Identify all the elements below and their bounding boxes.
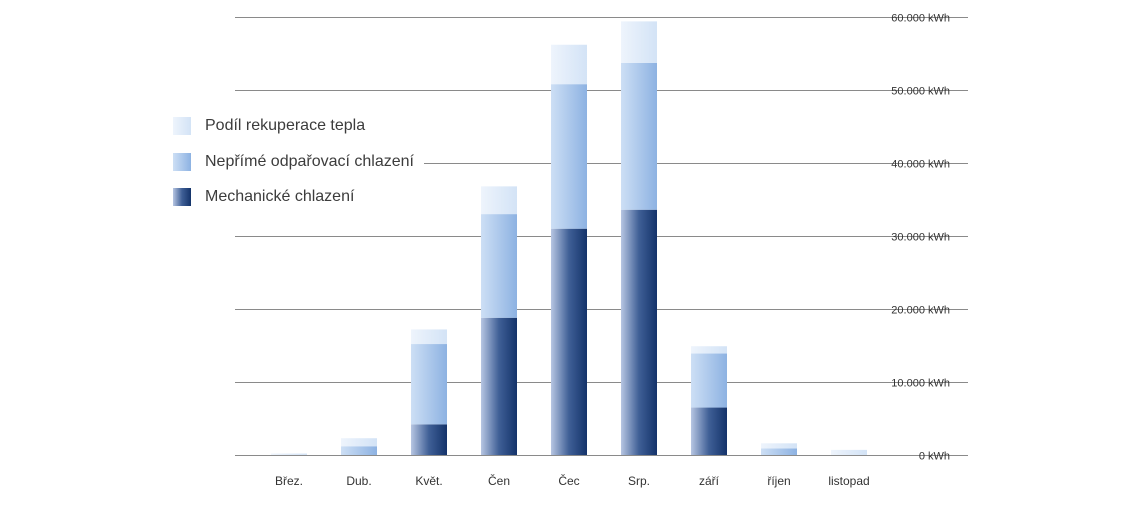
x-tick-label: Dub.: [346, 474, 371, 488]
bar-segment-evaporative-cooling: [691, 353, 727, 408]
bar-segment-heat-recovery: [691, 346, 727, 354]
legend-label: Podíl rekuperace tepla: [205, 117, 376, 135]
legend-label: Mechanické chlazení: [205, 188, 365, 206]
legend-label: Nepřímé odpařovací chlazení: [205, 152, 424, 171]
bars: [271, 21, 867, 455]
gridlines: [235, 17, 968, 456]
y-tick-label: 10.000 kWh: [891, 378, 950, 390]
legend-swatch-mechanical-cooling: [173, 188, 191, 206]
legend-item-mechanical-cooling: Mechanické chlazení: [173, 187, 424, 207]
x-tick-label: říjen: [767, 474, 790, 488]
y-tick-label: 60.000 kWh: [891, 13, 950, 25]
x-tick-label: Srp.: [628, 474, 650, 488]
bar-segment-heat-recovery: [271, 453, 307, 455]
y-tick-label: 40.000 kWh: [891, 159, 950, 171]
bar-segment-heat-recovery: [481, 186, 517, 215]
bar-segment-evaporative-cooling: [341, 446, 377, 455]
bar-segment-heat-recovery: [831, 449, 867, 455]
y-tick-label: 30.000 kWh: [891, 232, 950, 244]
legend-swatch-evaporative-cooling: [173, 152, 191, 171]
x-tick-label: Břez.: [275, 474, 303, 488]
x-tick-label: Květ.: [415, 474, 442, 488]
legend-item-evaporative-cooling: Nepřímé odpařovací chlazení: [173, 152, 424, 172]
x-tick-label: listopad: [828, 474, 869, 488]
bar-segment-mechanical-cooling: [411, 424, 447, 455]
bar-segment-heat-recovery: [551, 44, 587, 85]
y-tick-label: 50.000 kWh: [891, 86, 950, 98]
bar-segment-evaporative-cooling: [761, 448, 797, 455]
bar-segment-heat-recovery: [621, 21, 657, 63]
y-tick-label: 20.000 kWh: [891, 305, 950, 317]
bar-segment-mechanical-cooling: [621, 209, 657, 455]
x-tick-label: Čen: [488, 473, 510, 488]
bar-segment-mechanical-cooling: [691, 407, 727, 455]
y-tick-label: 0 kWh: [919, 451, 950, 463]
bar-segment-evaporative-cooling: [411, 344, 447, 425]
legend-swatch-heat-recovery: [173, 117, 191, 135]
legend: Podíl rekuperace tepla Nepřímé odpařovac…: [173, 116, 424, 223]
bar-segment-mechanical-cooling: [551, 228, 587, 455]
bar-segment-evaporative-cooling: [551, 84, 587, 229]
y-axis-ticks: 0 kWh 10.000 kWh 20.000 kWh 30.000 kWh 40.00…: [891, 13, 950, 463]
x-tick-label: září: [699, 474, 720, 488]
bar-segment-heat-recovery: [761, 443, 797, 449]
bar-segment-evaporative-cooling: [481, 214, 517, 318]
legend-item-heat-recovery: Podíl rekuperace tepla: [173, 116, 424, 136]
x-axis-ticks: Břez. Dub. Květ. Čen Čec Srp. září říjen listopa…: [275, 473, 870, 488]
bar-segment-evaporative-cooling: [621, 62, 657, 210]
bar-segment-heat-recovery: [341, 438, 377, 447]
bar-segment-heat-recovery: [411, 329, 447, 345]
bar-segment-mechanical-cooling: [481, 317, 517, 455]
x-tick-label: Čec: [558, 473, 579, 488]
